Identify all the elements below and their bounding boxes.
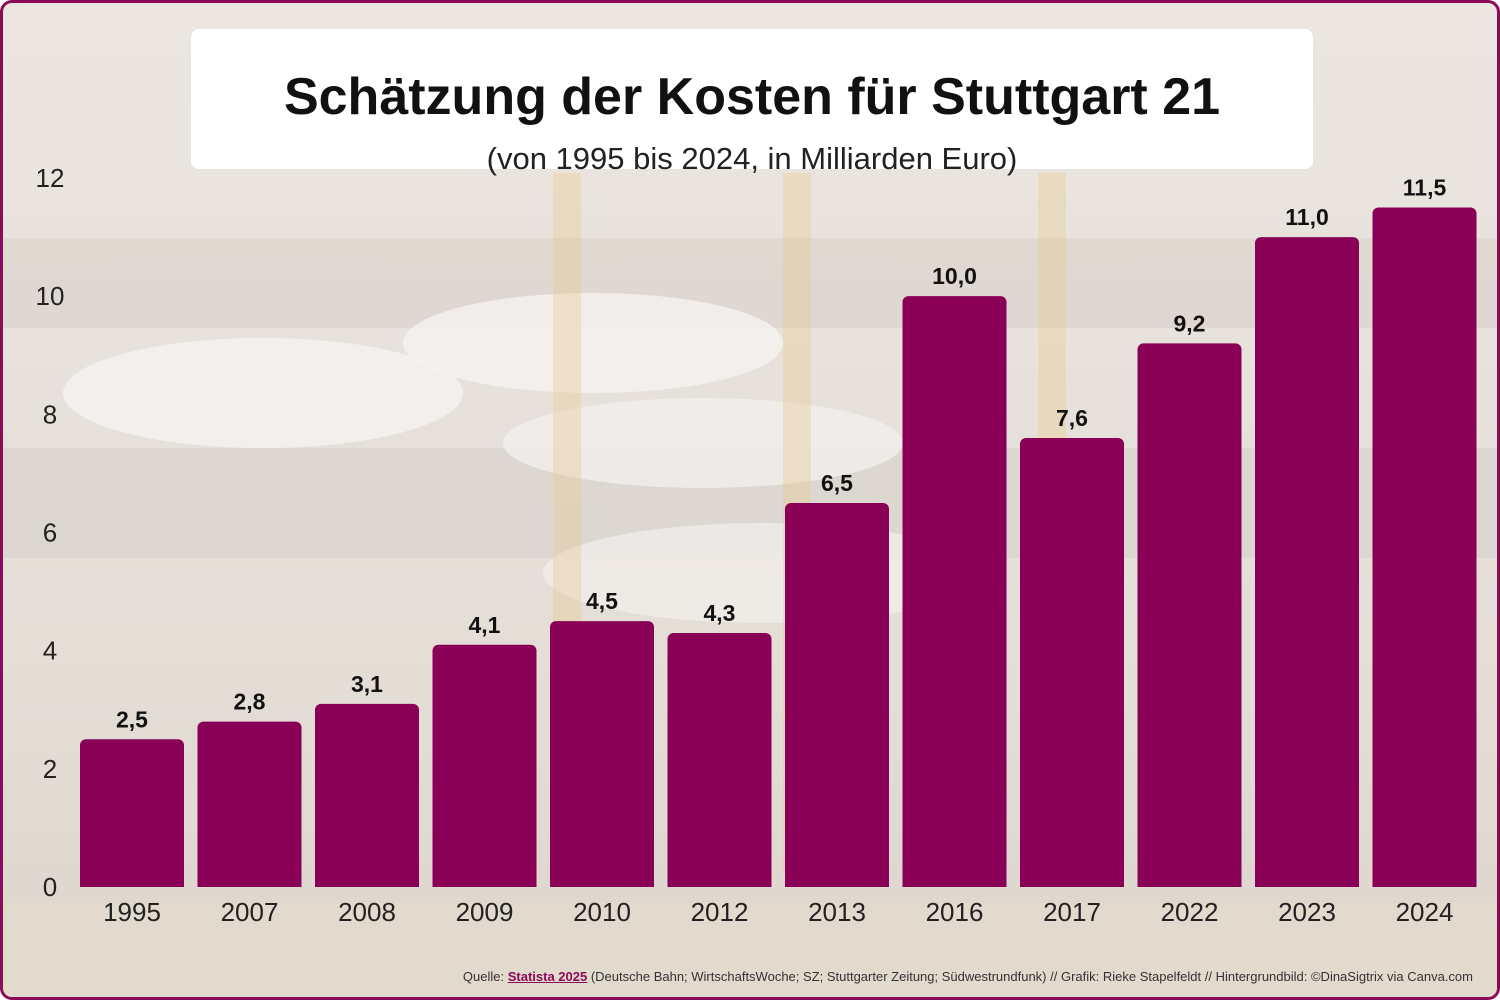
source-rest: (Deutsche Bahn; WirtschaftsWoche; SZ; St… — [587, 969, 1473, 984]
value-label: 9,2 — [1174, 310, 1206, 336]
x-tick-label: 1995 — [103, 897, 161, 927]
y-tick-label: 6 — [43, 518, 57, 548]
x-tick-label: 2024 — [1396, 897, 1454, 927]
x-tick-label: 2012 — [691, 897, 749, 927]
bar — [432, 644, 537, 887]
bar-base — [550, 879, 654, 887]
bar — [1372, 207, 1477, 887]
bar-base — [197, 879, 302, 887]
bar-base — [80, 879, 184, 887]
bar — [315, 703, 419, 887]
bar-base — [902, 879, 1007, 887]
y-tick-label: 8 — [43, 399, 57, 429]
source-prefix: Quelle: — [462, 969, 508, 984]
y-tick-label: 4 — [43, 636, 57, 666]
value-label: 11,5 — [1403, 175, 1447, 201]
x-tick-label: 2008 — [338, 897, 396, 927]
bar — [1255, 237, 1359, 888]
value-label: 11,0 — [1285, 204, 1329, 230]
bar — [1020, 437, 1124, 887]
x-tick-label: 2013 — [808, 897, 866, 927]
x-tick-label: 2009 — [456, 897, 514, 927]
value-label: 4,5 — [586, 588, 618, 614]
source-note: Quelle: Statista 2025 (Deutsche Bahn; Wi… — [463, 969, 1473, 984]
bar-base — [1255, 879, 1359, 887]
x-tick-label: 2023 — [1278, 897, 1336, 927]
y-tick-label: 12 — [36, 163, 65, 193]
value-label: 6,5 — [821, 470, 853, 496]
bar-base — [1137, 879, 1242, 887]
y-tick-label: 2 — [43, 754, 57, 784]
value-label: 7,6 — [1056, 405, 1088, 431]
bar-base — [315, 879, 419, 887]
bar — [80, 739, 184, 887]
value-label: 2,8 — [234, 689, 266, 715]
value-label: 2,5 — [116, 706, 148, 732]
bar — [667, 632, 772, 887]
x-tick-label: 2016 — [926, 897, 984, 927]
source-link[interactable]: Statista 2025 — [507, 969, 588, 984]
bar-base — [1372, 879, 1477, 887]
bar-chart: 0 2 4 6 8 10 12 2,5 1995 2,8 2007 3,1 2008 4,1 2009 4,5… — [36, 163, 1477, 927]
bar-base — [432, 879, 537, 887]
x-tick-label: 2017 — [1043, 897, 1101, 927]
bar-base — [1020, 879, 1124, 887]
chart-title: Schätzung der Kosten für Stuttgart 21 — [283, 68, 1221, 126]
bar-base — [785, 879, 889, 887]
value-label: 4,3 — [704, 600, 736, 626]
bar — [197, 721, 302, 887]
y-tick-label: 0 — [43, 872, 57, 902]
bar — [550, 621, 654, 887]
value-label: 4,1 — [469, 612, 501, 638]
x-tick-label: 2022 — [1161, 897, 1219, 927]
chart-subtitle: (von 1995 bis 2024, in Milliarden Euro) — [486, 141, 1018, 176]
title-box: Schätzung der Kosten für Stuttgart 21 (v… — [191, 29, 1313, 176]
bar — [785, 502, 889, 887]
x-tick-label: 2007 — [221, 897, 279, 927]
value-label: 10,0 — [932, 263, 977, 289]
bar-base — [667, 879, 772, 887]
value-label: 3,1 — [351, 671, 383, 697]
bar — [1137, 343, 1242, 887]
y-tick-label: 10 — [36, 281, 65, 311]
x-tick-label: 2010 — [573, 897, 631, 927]
bar — [902, 296, 1007, 888]
